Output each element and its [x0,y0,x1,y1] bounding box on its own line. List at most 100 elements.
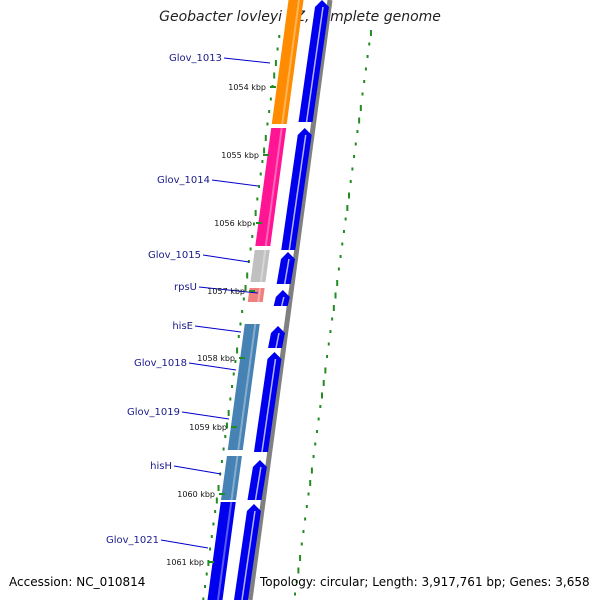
gc-dot [268,110,271,113]
orf-block [253,352,282,452]
gc-dot [259,172,262,176]
kbp-label: 1057 kbp [207,287,245,296]
gc-dot [309,480,312,486]
gc-dot [234,360,237,363]
gene-shine [251,323,257,349]
gc-dot [263,147,266,154]
gene-block-glov-1013[interactable] [271,0,304,124]
gc-dot [204,585,207,588]
orf-block [247,460,267,500]
gc-dot [315,430,318,433]
gc-dot [227,410,230,416]
gc-dot [321,392,324,399]
gene-block-glov-1015[interactable] [250,250,270,282]
gc-dot [236,347,239,354]
gene-block-hise[interactable] [241,324,260,348]
gene-shine [259,249,267,283]
gc-dot [276,47,279,51]
orf-block [281,128,312,250]
gc-dot [339,255,342,258]
gene-label[interactable]: hisH [150,461,172,472]
gc-dot [349,180,352,183]
gene-block-glov-1018[interactable] [236,348,257,388]
gc-dot [324,367,327,374]
gc-dot [239,322,242,326]
gc-dot [232,372,235,376]
gene-label[interactable]: Glov_1013 [169,53,222,64]
gc-dot [251,235,254,238]
gene-shine [230,455,239,501]
gc-dot [353,155,356,158]
gc-dot [244,285,247,291]
gc-dot [359,105,362,111]
orf-highlight [275,332,280,349]
gc-dot [310,467,313,474]
gc-dot [266,122,269,126]
orf-highlight [254,466,262,501]
gene-block-glov-1019[interactable] [227,388,252,450]
gene-label[interactable]: rpsU [174,282,197,293]
gc-dot [258,185,261,188]
gc-dot [317,417,320,421]
gc-dot [225,422,228,429]
label-leader [160,539,209,549]
gene-shine [281,0,300,125]
orf-highlight [283,258,290,285]
accession-label: Accession: NC_010814 [9,575,146,589]
label-leader [173,465,222,475]
gc-dot [300,542,303,546]
orf-highlight [280,296,285,307]
gene-track [207,0,304,600]
gene-label[interactable]: Glov_1018 [134,358,187,369]
gc-dot [294,592,297,596]
gc-dot [237,335,240,338]
gc-dot [256,197,259,201]
gene-block-glov-1021[interactable] [207,502,236,600]
gene-block-glov-1014[interactable] [255,128,287,246]
gc-dot [351,167,354,171]
gc-dot [358,117,361,124]
gene-label[interactable]: Glov_1021 [106,535,159,546]
gene-label[interactable]: hisE [172,321,193,332]
gc-content-outer-track [294,30,372,596]
orf-block [268,326,285,348]
gc-dot [295,580,298,583]
genome-backbone [247,0,333,600]
gene-label[interactable]: Glov_1014 [157,175,210,186]
gc-dot [261,160,264,163]
gc-dot [307,492,310,496]
gene-label[interactable]: Glov_1015 [148,250,201,261]
gene-label[interactable]: Glov_1019 [127,407,180,418]
gc-dot [222,447,225,451]
gc-dot [210,535,213,538]
gc-dot [241,310,244,313]
orf-block [298,0,329,122]
gc-dot [342,230,345,233]
gene-shine [257,287,262,303]
gc-dot [364,67,367,71]
gc-dot [242,297,245,301]
label-leader [198,286,259,294]
kbp-label: 1058 kbp [197,354,235,363]
gc-dot [209,547,212,551]
gene-block-hish[interactable] [221,456,242,500]
gene-shine [217,501,233,600]
label-leader [194,325,242,333]
kbp-label: 1059 kbp [189,423,227,432]
orf-highlight [305,6,324,123]
gc-dot [231,385,234,388]
gc-dot [229,397,232,401]
gene-shine [237,387,248,451]
gc-dot [348,192,351,199]
gc-dot [346,205,349,211]
orf-block [273,290,290,306]
genome-summary: Topology: circular; Length: 3,917,761 bp… [260,575,590,589]
gc-dot [215,497,218,504]
gc-dot [337,267,340,271]
gc-dot [336,280,339,286]
gc-dot [249,247,252,251]
gc-dot [356,130,359,133]
gc-dot [319,405,322,408]
kbp-label: 1056 kbp [214,219,252,228]
